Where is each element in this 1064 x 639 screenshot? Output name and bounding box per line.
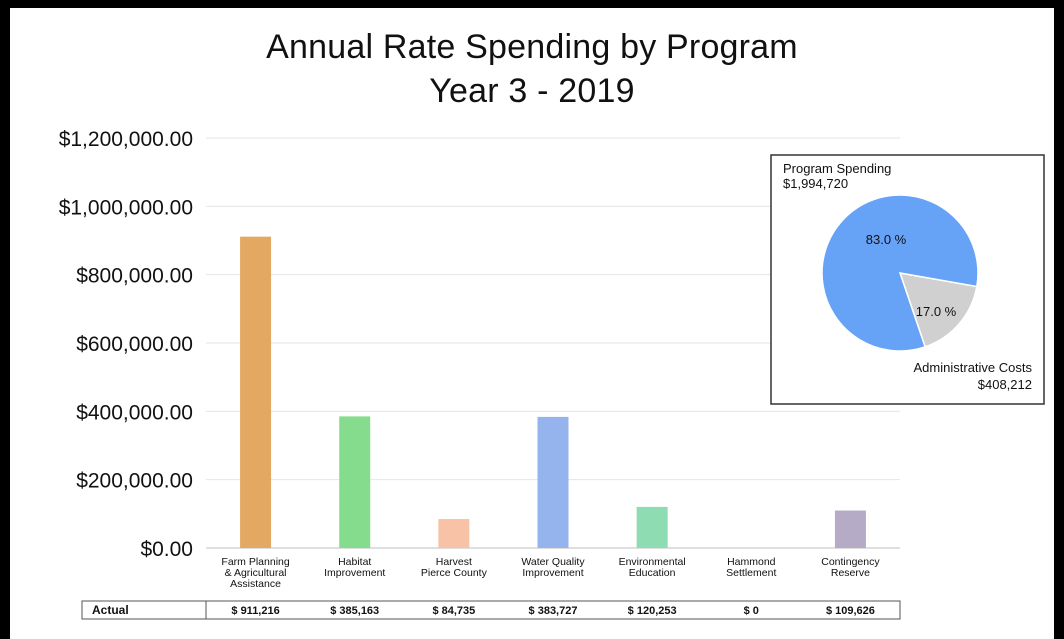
x-category-label-line: Settlement [726,567,776,579]
y-tick-label: $1,200,000.00 [59,128,193,151]
pie-slice-amount: $408,212 [978,377,1032,392]
data-table-cell: $ 109,626 [826,605,875,617]
x-category-label-line: & Agricultural [225,567,287,579]
chart-frame: Annual Rate Spending by Program Year 3 -… [10,8,1054,639]
x-category-label-line: Pierce County [421,567,488,579]
x-category-label-line: Environmental [619,556,686,568]
x-category-label-line: Improvement [324,567,385,579]
x-category-label-line: Education [629,567,676,579]
bar [834,510,866,548]
y-tick-label: $400,000.00 [76,401,193,424]
x-category-label-line: Assistance [230,578,281,590]
x-category-label-line: Farm Planning [221,556,289,568]
data-table-cell: $ 120,253 [628,605,677,617]
x-category-label: Farm Planning & Agricultural Assistance [221,556,289,590]
x-category-label: Water Quality Improvement [521,556,585,579]
bar [240,236,272,549]
y-tick-label: $800,000.00 [76,265,193,288]
y-tick-label: $0.00 [140,538,193,561]
x-category-label: Contingency Reserve [821,556,880,579]
data-table-cell: $ 84,735 [432,605,475,617]
x-category-label-line: Reserve [831,567,870,579]
bar-chart: $0.00 $200,000.00 $400,000.00 $600,000.00 $8… [59,128,1045,620]
chart-title-line-2: Year 3 - 2019 [429,72,635,110]
y-tick-label: $1,000,000.00 [59,196,193,219]
x-category-label: Habitat Improvement [324,556,385,579]
x-category-label-line: Water Quality [521,556,585,568]
bar [339,416,371,548]
pie-slice-name: Program Spending [783,161,891,176]
pie-slice [821,194,979,352]
x-category-label-line: Hammond [727,556,776,568]
data-table-cell: $ 911,216 [231,605,279,617]
data-table-cell: $ 0 [744,605,759,617]
x-category-label: Environmental Education [619,556,686,579]
x-category-label: Harvest Pierce County [421,556,488,579]
data-table-row-label: Actual [92,603,129,617]
pie-percent-label: 83.0 % [866,232,907,247]
y-tick-label: $200,000.00 [76,470,193,493]
data-table-cell: $ 383,727 [529,605,578,617]
data-table-cell: $ 385,163 [330,605,379,617]
x-category-label-line: Improvement [522,567,583,579]
data-table-border [81,600,901,620]
pie-slice-amount: $1,994,720 [783,176,848,191]
bar [636,506,668,548]
pie-percent-label: 17.0 % [916,304,957,319]
bar [537,416,569,548]
x-category-label: Hammond Settlement [726,556,776,579]
x-category-label-line: Habitat [338,556,371,568]
y-tick-label: $600,000.00 [76,333,193,356]
bar [438,519,470,548]
chart-title-line-1: Annual Rate Spending by Program [266,28,798,66]
x-category-label-line: Harvest [436,556,472,568]
pie-slice-name: Administrative Costs [914,360,1033,375]
x-category-label-line: Contingency [821,556,880,568]
